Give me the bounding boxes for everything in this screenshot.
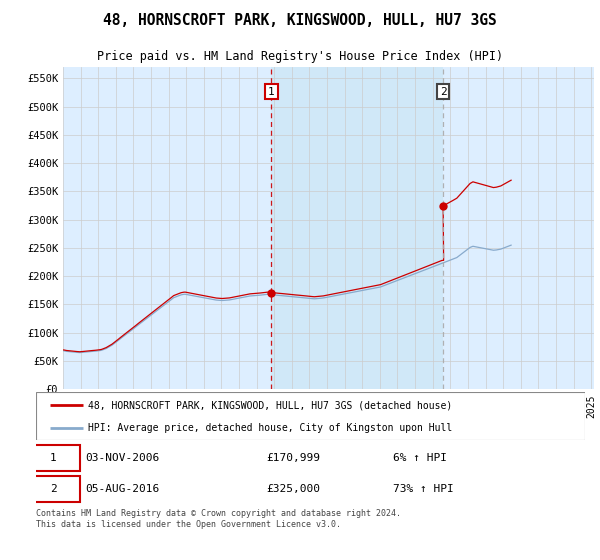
FancyBboxPatch shape bbox=[36, 392, 585, 440]
Text: 48, HORNSCROFT PARK, KINGSWOOD, HULL, HU7 3GS (detached house): 48, HORNSCROFT PARK, KINGSWOOD, HULL, HU… bbox=[88, 400, 452, 410]
Text: 1: 1 bbox=[268, 87, 275, 97]
Text: HPI: Average price, detached house, City of Kingston upon Hull: HPI: Average price, detached house, City… bbox=[88, 423, 452, 433]
FancyBboxPatch shape bbox=[28, 475, 80, 502]
Text: 2: 2 bbox=[440, 87, 446, 97]
FancyBboxPatch shape bbox=[28, 445, 80, 471]
Bar bbox=[271, 67, 443, 389]
Text: £170,999: £170,999 bbox=[266, 453, 320, 463]
Text: 6% ↑ HPI: 6% ↑ HPI bbox=[393, 453, 447, 463]
Text: 1: 1 bbox=[50, 453, 57, 463]
Text: 73% ↑ HPI: 73% ↑ HPI bbox=[393, 484, 454, 493]
Text: 2: 2 bbox=[50, 484, 57, 493]
Text: 48, HORNSCROFT PARK, KINGSWOOD, HULL, HU7 3GS: 48, HORNSCROFT PARK, KINGSWOOD, HULL, HU… bbox=[103, 13, 497, 29]
Text: Price paid vs. HM Land Registry's House Price Index (HPI): Price paid vs. HM Land Registry's House … bbox=[97, 50, 503, 63]
Text: £325,000: £325,000 bbox=[266, 484, 320, 493]
Text: 05-AUG-2016: 05-AUG-2016 bbox=[85, 484, 160, 493]
Text: Contains HM Land Registry data © Crown copyright and database right 2024.
This d: Contains HM Land Registry data © Crown c… bbox=[36, 510, 401, 529]
Text: 03-NOV-2006: 03-NOV-2006 bbox=[85, 453, 160, 463]
